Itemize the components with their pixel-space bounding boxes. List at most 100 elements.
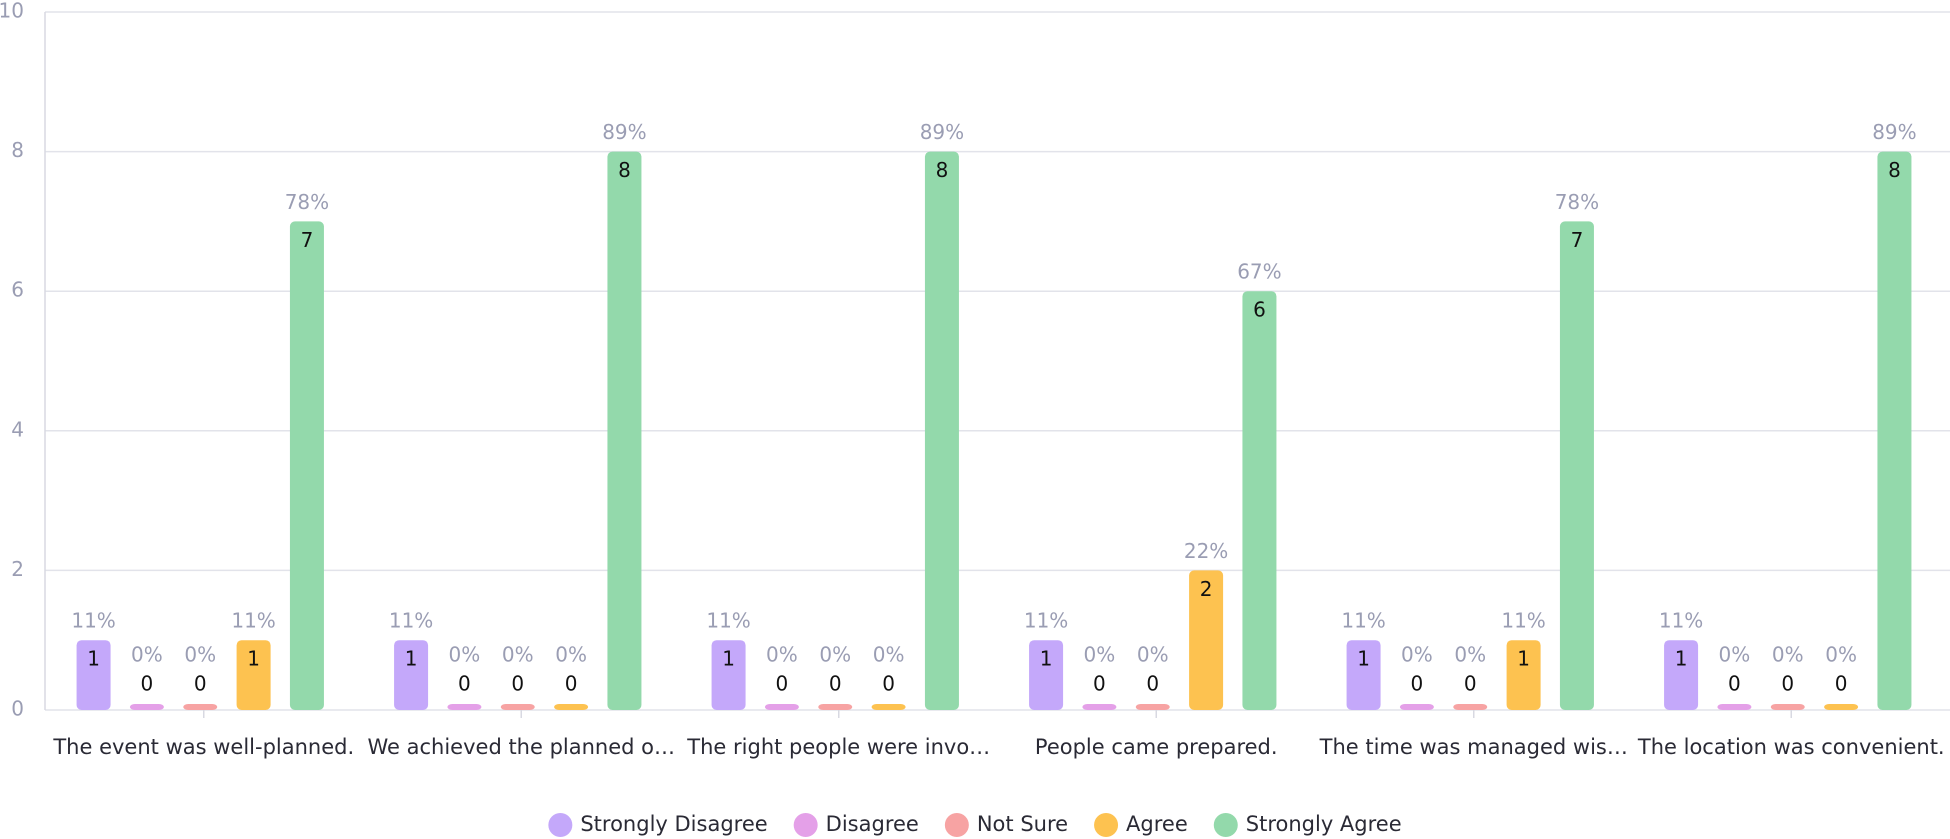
bar-percent-label: 0% [1137, 643, 1169, 667]
bar-count-label: 0 [1835, 672, 1848, 696]
x-tick-label: The right people were invo… [686, 735, 990, 759]
bar-percent-label: 0% [873, 643, 905, 667]
bar-percent-label: 89% [920, 120, 964, 144]
bar-percent-label: 0% [1825, 643, 1857, 667]
bar-count-label: 1 [405, 647, 418, 671]
y-tick-label: 6 [11, 278, 24, 302]
bar-percent-label: 0% [1772, 643, 1804, 667]
bar-percent-label: 11% [1024, 609, 1068, 633]
bar [1399, 704, 1434, 710]
bar-percent-label: 0% [449, 643, 481, 667]
legend-swatch [1213, 813, 1238, 837]
bar-percent-label: 0% [1719, 643, 1751, 667]
bar-count-label: 1 [1517, 647, 1530, 671]
bar-count-label: 7 [1571, 228, 1584, 252]
bar-percent-label: 78% [285, 190, 329, 214]
x-tick-label: The location was convenient. [1637, 735, 1945, 759]
bar-percent-label: 89% [602, 120, 646, 144]
bar-count-label: 0 [776, 672, 789, 696]
legend: Strongly Disagree Disagree Not Sure Agree St… [548, 812, 1402, 837]
legend-swatch [1094, 813, 1119, 837]
bar-count-label: 1 [1040, 647, 1053, 671]
bar-percent-label: 11% [1501, 609, 1545, 633]
bar-percent-label: 0% [766, 643, 798, 667]
bar [447, 704, 482, 710]
bar [818, 704, 853, 710]
bar-count-label: 1 [87, 647, 100, 671]
bar-count-label: 0 [194, 672, 207, 696]
bar-percent-label: 89% [1872, 120, 1916, 144]
bar-percent-label: 0% [502, 643, 534, 667]
bar-count-label: 1 [722, 647, 735, 671]
x-tick-label: The event was well-planned. [52, 735, 354, 759]
legend-label: Disagree [826, 812, 919, 836]
bar [711, 640, 746, 710]
bar-count-label: 0 [511, 672, 524, 696]
y-tick-label: 10 [0, 0, 24, 23]
legend-swatch [793, 813, 818, 837]
bar [76, 640, 111, 710]
bar-percent-label: 11% [1341, 609, 1385, 633]
bar-count-label: 0 [1464, 672, 1477, 696]
legend-label: Not Sure [977, 812, 1068, 836]
bar-percent-label: 11% [71, 609, 115, 633]
bar [183, 704, 218, 710]
legend-swatch [548, 813, 573, 837]
bar [289, 221, 324, 710]
bar [236, 640, 271, 710]
bar-percent-label: 0% [555, 643, 587, 667]
bar-percent-label: 67% [1237, 260, 1281, 284]
bar [764, 704, 799, 710]
y-tick-label: 2 [11, 557, 24, 581]
x-tick-label: People came prepared. [1035, 735, 1278, 759]
bar-count-label: 0 [1093, 672, 1106, 696]
x-tick-label: We achieved the planned o… [367, 735, 675, 759]
bar [1029, 640, 1064, 710]
bar [394, 640, 429, 710]
bar-count-label: 0 [565, 672, 578, 696]
bar-count-label: 1 [247, 647, 260, 671]
bar [607, 151, 642, 711]
y-tick-label: 4 [11, 417, 24, 441]
bar-count-label: 0 [141, 672, 154, 696]
bar-count-label: 0 [1411, 672, 1424, 696]
bar [500, 704, 535, 710]
bar-percent-label: 11% [706, 609, 750, 633]
bar [1824, 704, 1859, 710]
bar-count-label: 8 [618, 158, 631, 182]
bar [1453, 704, 1488, 710]
bar [1717, 704, 1752, 710]
bar [1559, 221, 1594, 710]
bar-count-label: 0 [829, 672, 842, 696]
bar-percent-label: 0% [131, 643, 163, 667]
bar [129, 704, 164, 710]
bar-count-label: 1 [1357, 647, 1370, 671]
bar-count-label: 0 [1728, 672, 1741, 696]
bar-count-label: 1 [1675, 647, 1688, 671]
bar-count-label: 7 [301, 228, 314, 252]
bar-percent-label: 11% [389, 609, 433, 633]
bar [1082, 704, 1117, 710]
bar [924, 151, 959, 711]
bar-count-label: 2 [1200, 577, 1213, 601]
y-tick-label: 8 [11, 138, 24, 162]
legend-swatch [944, 813, 969, 837]
bar [1877, 151, 1912, 711]
bar-percent-label: 0% [1454, 643, 1486, 667]
bar-count-label: 8 [1888, 158, 1901, 182]
bar [1346, 640, 1381, 710]
bar-percent-label: 0% [819, 643, 851, 667]
bar-percent-label: 0% [1084, 643, 1116, 667]
bar-count-label: 6 [1253, 298, 1266, 322]
bar [1770, 704, 1805, 710]
bar [1242, 291, 1277, 710]
x-tick-label: The time was managed wis… [1319, 735, 1628, 759]
bar [554, 704, 589, 710]
legend-label: Strongly Agree [1246, 812, 1402, 836]
bar-percent-label: 0% [184, 643, 216, 667]
legend-label: Strongly Disagree [580, 812, 767, 836]
bar [1506, 640, 1541, 710]
bar-percent-label: 11% [231, 609, 275, 633]
